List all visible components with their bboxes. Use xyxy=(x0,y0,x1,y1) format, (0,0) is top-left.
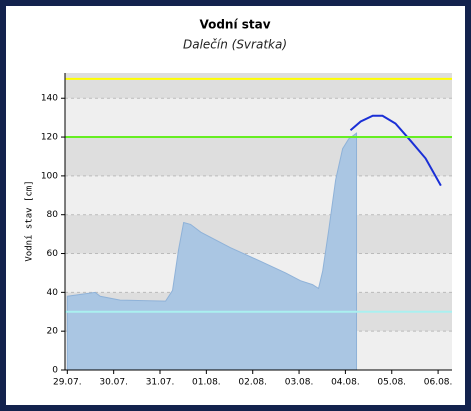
x-tick-label: 30.07. xyxy=(99,378,128,388)
y-tick-label: 20 xyxy=(47,327,59,337)
band xyxy=(65,137,452,176)
band xyxy=(65,214,452,254)
x-tick-label: 04.08. xyxy=(331,378,360,388)
y-tick-label: 100 xyxy=(41,171,58,181)
x-tick-label: 01.08. xyxy=(192,378,221,388)
x-tick-label: 31.07. xyxy=(146,378,175,388)
x-tick-label: 03.08. xyxy=(285,378,314,388)
x-tick-label: 29.07. xyxy=(53,378,82,388)
band xyxy=(65,73,452,99)
x-tick-label: 05.08. xyxy=(377,378,406,388)
chart-subtitle: Dalečín (Svratka) xyxy=(183,38,287,52)
chart-title: Vodní stav xyxy=(199,18,270,32)
x-tick-label: 06.08. xyxy=(424,378,453,388)
y-axis-label: Vodní stav [cm] xyxy=(25,180,35,261)
band xyxy=(65,175,452,215)
y-tick-label: 40 xyxy=(47,288,59,298)
y-tick-label: 60 xyxy=(47,249,59,259)
y-tick-label: 120 xyxy=(41,133,58,143)
y-tick-label: 140 xyxy=(41,94,58,104)
x-tick-label: 02.08. xyxy=(238,378,267,388)
y-tick-label: 0 xyxy=(52,366,58,376)
line xyxy=(349,114,442,187)
y-tick-label: 80 xyxy=(47,210,59,220)
band xyxy=(65,98,452,138)
